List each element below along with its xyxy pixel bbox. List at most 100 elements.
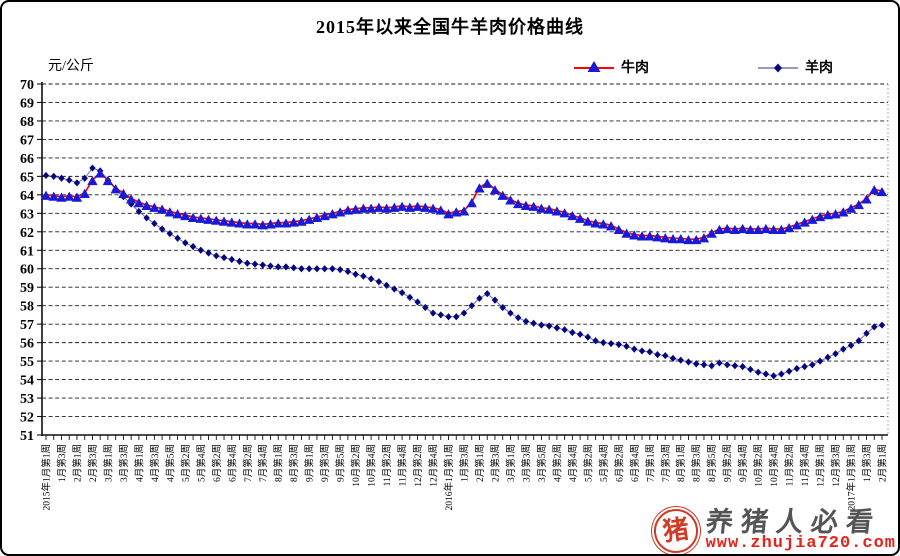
- mutton-marker: [491, 296, 499, 304]
- mutton-marker: [305, 265, 313, 273]
- mutton-marker: [151, 219, 158, 228]
- x-tick-label: 8月第5周: [706, 444, 718, 482]
- mutton-marker: [275, 263, 282, 271]
- beef-marker: [342, 205, 354, 215]
- mutton-marker: [785, 367, 793, 375]
- beef-line-marker-icon: [574, 61, 614, 72]
- y-tick-label: 53: [20, 392, 34, 407]
- x-tick-label: 6月第2周: [613, 444, 625, 482]
- mutton-marker: [398, 289, 406, 297]
- y-axis-ticks: [37, 83, 42, 436]
- beef-marker: [512, 198, 524, 209]
- x-tick-label: 3月第3周: [118, 444, 130, 482]
- mutton-marker: [584, 333, 592, 341]
- mutton-marker: [244, 259, 251, 267]
- pig-seal-icon: 猪: [650, 506, 701, 556]
- mutton-marker: [530, 319, 537, 327]
- mutton-marker: [770, 372, 777, 380]
- x-tick-label: 11月第4周: [397, 444, 409, 486]
- x-tick-label: 3月第3周: [520, 444, 532, 482]
- x-tick-label: 4月第1周: [133, 444, 145, 482]
- mutton-marker: [809, 361, 816, 369]
- mutton-marker: [840, 345, 847, 353]
- mutton-marker: [205, 249, 212, 257]
- beef-marker: [752, 224, 764, 235]
- beef-marker: [187, 212, 199, 223]
- beef-marker: [180, 210, 191, 221]
- series-mutton: [42, 164, 886, 380]
- beef-marker: [799, 217, 810, 227]
- x-tick-label: 1月第3周: [459, 444, 471, 482]
- mutton-marker: [66, 176, 73, 184]
- axes: [41, 82, 888, 436]
- x-tick-label: 12月第2周: [412, 444, 424, 487]
- beef-marker: [141, 200, 152, 211]
- beef-marker: [373, 202, 385, 212]
- y-tick-label: 60: [20, 263, 34, 278]
- mutton-marker: [855, 337, 862, 345]
- mutton-marker: [174, 234, 181, 242]
- mutton-marker: [538, 321, 545, 329]
- mutton-marker: [824, 353, 832, 362]
- y-tick-label: 52: [20, 411, 34, 426]
- beef-marker: [830, 209, 841, 219]
- mutton-marker: [336, 266, 344, 274]
- x-tick-label: 10月第4周: [768, 444, 780, 487]
- mutton-marker: [553, 324, 561, 332]
- mutton-marker: [259, 261, 266, 269]
- beef-marker: [706, 228, 717, 238]
- x-tick-label: 10月第2周: [350, 444, 362, 487]
- beef-marker: [760, 223, 772, 234]
- beef-marker: [876, 186, 888, 197]
- beef-marker: [489, 185, 501, 195]
- y-tick-label: 55: [20, 355, 34, 370]
- mutton-marker: [638, 347, 646, 355]
- legend-label-beef: 牛肉: [621, 61, 649, 76]
- x-tick-label: 5月第4周: [195, 444, 207, 482]
- beef-marker: [536, 203, 547, 213]
- beef-marker: [102, 175, 114, 186]
- beef-marker: [482, 178, 493, 188]
- mutton-marker: [507, 309, 514, 317]
- beef-marker: [551, 206, 563, 216]
- mutton-marker: [739, 363, 746, 371]
- beef-marker: [776, 224, 787, 235]
- x-tick-label: 6月第4周: [629, 444, 641, 482]
- beef-marker: [838, 207, 849, 217]
- beef-marker: [172, 209, 183, 219]
- mutton-marker: [189, 242, 197, 251]
- mutton-marker: [654, 351, 661, 359]
- beef-marker: [691, 234, 702, 245]
- mutton-marker: [600, 339, 607, 347]
- mutton-marker: [545, 322, 553, 330]
- beef-marker: [242, 219, 253, 229]
- x-tick-label: 12月第1周: [815, 444, 827, 487]
- mutton-marker: [615, 340, 623, 349]
- x-tick-label: 3月第1周: [505, 444, 517, 482]
- mutton-marker: [623, 342, 630, 350]
- mutton-marker: [468, 302, 475, 310]
- mutton-marker: [662, 351, 669, 360]
- beef-marker: [636, 231, 648, 241]
- beef-marker: [358, 203, 369, 213]
- mutton-marker: [251, 260, 259, 268]
- mutton-marker: [646, 348, 653, 356]
- beef-marker: [590, 218, 601, 228]
- mutton-marker: [414, 298, 421, 306]
- x-tick-label: 6月第2周: [211, 444, 223, 482]
- mutton-marker: [267, 262, 274, 270]
- mutton-marker: [514, 314, 522, 322]
- beef-marker: [605, 221, 617, 231]
- beef-marker: [257, 220, 268, 230]
- x-axis-labels: 2015年1月第1周 1月第3周 2月第1周 2月第3周 3月第1周 3月第3周 4月第1周…: [41, 444, 889, 511]
- beef-marker: [420, 202, 431, 212]
- series-beef: [40, 168, 888, 245]
- mutton-marker: [801, 363, 808, 371]
- mutton-marker: [375, 278, 383, 286]
- beef-marker: [613, 224, 625, 235]
- y-tick-label: 69: [20, 96, 34, 111]
- mutton-marker: [499, 303, 506, 312]
- mutton-marker: [437, 311, 444, 319]
- x-tick-label: 7月第3周: [660, 444, 672, 482]
